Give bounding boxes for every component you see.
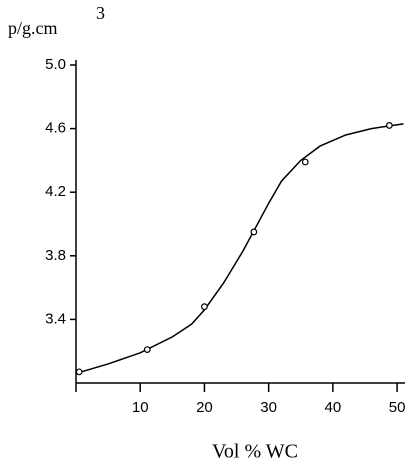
y-tick-label: 3.8 (45, 247, 66, 264)
data-point (75, 368, 83, 376)
y-tick-label: 4.2 (45, 183, 66, 200)
data-point (201, 303, 208, 311)
x-tick-label: 10 (132, 399, 149, 416)
data-point (301, 158, 309, 166)
x-tick-label: 40 (325, 399, 342, 416)
y-tick-label: 4.6 (45, 120, 66, 137)
curve (75, 123, 404, 375)
y-axis-title: p/g.cm (8, 18, 58, 38)
data-point (143, 346, 151, 354)
x-axis-title: Vol % WC (212, 441, 298, 463)
y-tick-label: 3.4 (45, 310, 66, 327)
x-tick-label: 50 (389, 399, 406, 416)
x-tick-label: 20 (196, 399, 213, 416)
y-tick-label: 5.0 (45, 56, 66, 73)
data-point (385, 122, 393, 129)
data-point (250, 228, 258, 236)
y-axis-title-superscript: 3 (96, 3, 105, 23)
x-tick-label: 30 (260, 399, 277, 416)
